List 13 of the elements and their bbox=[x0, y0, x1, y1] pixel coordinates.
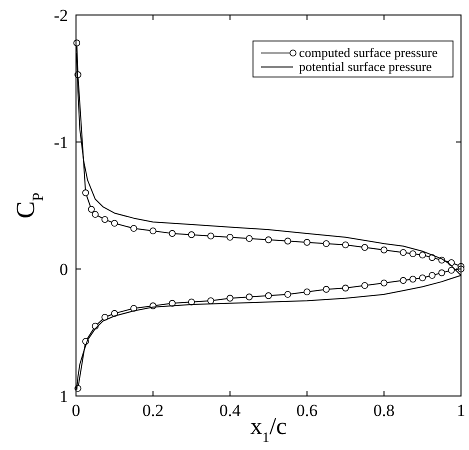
y-tick-label: -1 bbox=[54, 133, 68, 152]
x-tick-label: 0 bbox=[72, 401, 80, 420]
y-tick-label: 1 bbox=[60, 387, 68, 406]
y-tick-label: 0 bbox=[60, 260, 68, 279]
legend-label: computed surface pressure bbox=[299, 45, 438, 60]
x-axis-title: x$_{1}$/c bbox=[250, 414, 287, 446]
legend-label: potential surface pressure bbox=[299, 59, 432, 74]
x-tick-label: 1 bbox=[456, 401, 466, 420]
x-tick-label: 0.4 bbox=[219, 401, 242, 420]
x-tick-label: 0.6 bbox=[296, 401, 318, 420]
x-tick-label: 0.2 bbox=[142, 401, 164, 420]
y-tick-label: -2 bbox=[54, 6, 68, 25]
x-tick-label: 0.8 bbox=[373, 401, 395, 420]
